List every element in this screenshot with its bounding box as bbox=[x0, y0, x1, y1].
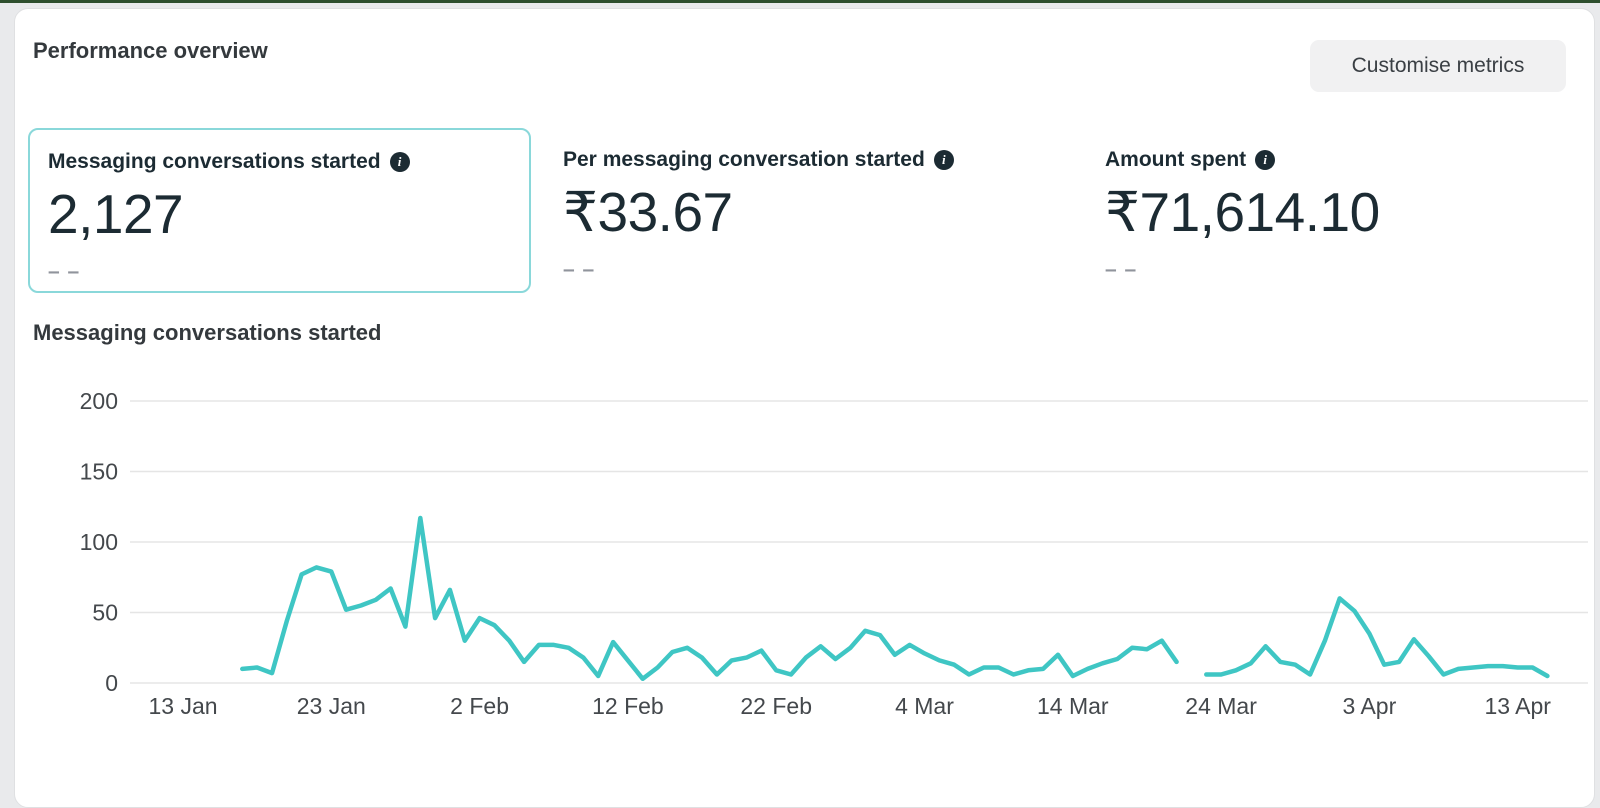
customise-metrics-button[interactable]: Customise metrics bbox=[1310, 40, 1566, 92]
customise-metrics-button-label: Customise metrics bbox=[1351, 54, 1525, 77]
metric-value: ₹33.67 bbox=[563, 181, 733, 244]
top-accent-bar bbox=[0, 0, 1600, 3]
info-icon[interactable]: i bbox=[933, 149, 954, 170]
metric-card-amount-spent[interactable]: Amount spent i ₹71,614.10 – – bbox=[1105, 148, 1525, 282]
metric-value: 2,127 bbox=[48, 183, 184, 246]
chart-title: Messaging conversations started bbox=[33, 320, 382, 345]
metric-delta: – – bbox=[1105, 258, 1138, 282]
metric-label: Messaging conversations started bbox=[48, 150, 381, 173]
page-title: Performance overview bbox=[33, 38, 268, 63]
info-icon[interactable]: i bbox=[389, 151, 410, 172]
metric-label: Per messaging conversation started bbox=[563, 148, 925, 171]
metric-value: ₹71,614.10 bbox=[1105, 181, 1380, 244]
metric-delta: – – bbox=[563, 258, 596, 282]
metric-delta: – – bbox=[48, 260, 81, 284]
metric-label: Amount spent bbox=[1105, 148, 1247, 171]
metric-card-messaging-conversations-started[interactable]: Messaging conversations started i 2,127 … bbox=[28, 128, 531, 293]
metric-card-per-messaging-conversation-started[interactable]: Per messaging conversation started i ₹33… bbox=[563, 148, 1043, 282]
info-icon[interactable]: i bbox=[1255, 149, 1276, 170]
